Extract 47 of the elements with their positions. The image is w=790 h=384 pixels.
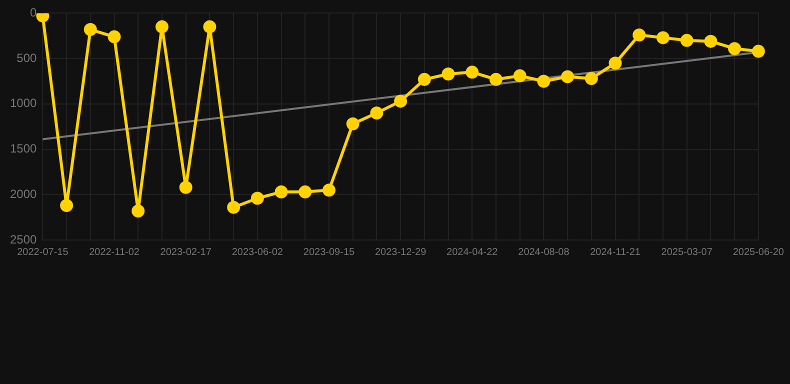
y-tick-label: 0 xyxy=(30,6,38,20)
point xyxy=(394,94,408,108)
y-tick-label: 1500 xyxy=(10,142,38,156)
point xyxy=(298,185,312,198)
point xyxy=(608,56,622,70)
point xyxy=(322,184,336,197)
point xyxy=(274,185,288,198)
point xyxy=(155,20,168,34)
y-tick-label: 2000 xyxy=(10,186,38,201)
point xyxy=(346,117,360,130)
x-tick-label: 2023-06-02 xyxy=(232,246,284,258)
y-tick-label: 1000 xyxy=(10,96,38,110)
point xyxy=(179,180,192,194)
point xyxy=(632,28,646,42)
point xyxy=(418,72,431,86)
point xyxy=(60,199,74,212)
point xyxy=(537,74,550,88)
x-tick-label: 2023-12-29 xyxy=(374,246,427,258)
y-tick-label: 2500 xyxy=(10,232,38,246)
point xyxy=(513,69,526,82)
x-tick-label: 2025-06-20 xyxy=(732,246,784,258)
point xyxy=(561,70,574,84)
point xyxy=(489,72,502,86)
x-tick-label: 2023-09-15 xyxy=(303,246,355,258)
point xyxy=(466,66,479,79)
x-tick-label: 2024-11-21 xyxy=(590,246,641,258)
x-tick-label: 2022-07-15 xyxy=(17,246,69,258)
x-tick-label: 2024-04-22 xyxy=(446,246,498,258)
point xyxy=(584,72,598,86)
x-tick-label: 2024-08-08 xyxy=(518,246,570,258)
point xyxy=(250,192,264,205)
point xyxy=(704,34,718,48)
point xyxy=(752,44,765,58)
x-tick-label: 2025-03-07 xyxy=(661,246,713,258)
point xyxy=(108,30,121,44)
point xyxy=(728,42,742,56)
y-tick-label: 500 xyxy=(16,50,38,65)
point xyxy=(132,204,145,218)
x-tick-label: 2023-02-17 xyxy=(160,246,212,258)
point xyxy=(84,23,97,36)
point xyxy=(656,31,670,44)
x-tick-label: 2022-11-02 xyxy=(89,246,140,258)
point xyxy=(203,20,216,34)
point xyxy=(227,200,240,214)
point xyxy=(370,106,384,120)
point xyxy=(680,34,694,47)
point xyxy=(442,67,455,80)
